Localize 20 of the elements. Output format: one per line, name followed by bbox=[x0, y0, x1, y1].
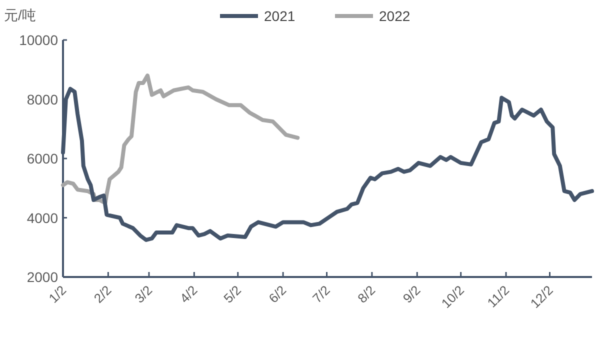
y-axis-title: 元/吨 bbox=[4, 7, 36, 23]
legend-label: 2022 bbox=[379, 8, 410, 24]
legend-label: 2021 bbox=[264, 8, 296, 24]
y-tick-label: 4000 bbox=[26, 210, 58, 226]
x-tick-label: 9/2 bbox=[400, 282, 424, 306]
x-tick-label: 2/2 bbox=[90, 282, 114, 306]
x-tick-label: 6/2 bbox=[266, 282, 290, 306]
x-tick-label: 4/2 bbox=[176, 282, 200, 306]
y-tick-label: 2000 bbox=[26, 269, 58, 285]
x-tick-label: 10/2 bbox=[438, 282, 467, 312]
x-tick-label: 1/2 bbox=[46, 282, 70, 306]
x-tick-label: 3/2 bbox=[132, 282, 156, 306]
x-tick-label: 7/2 bbox=[310, 282, 333, 306]
y-tick-label: 6000 bbox=[26, 150, 58, 166]
x-tick-label: 11/2 bbox=[484, 282, 512, 310]
y-tick-label: 8000 bbox=[26, 91, 58, 108]
x-tick-label: 8/2 bbox=[354, 282, 378, 306]
x-tick-label: 5/2 bbox=[220, 282, 244, 306]
y-tick-label: 10000 bbox=[19, 32, 58, 48]
x-tick-label: 12/2 bbox=[527, 282, 556, 312]
